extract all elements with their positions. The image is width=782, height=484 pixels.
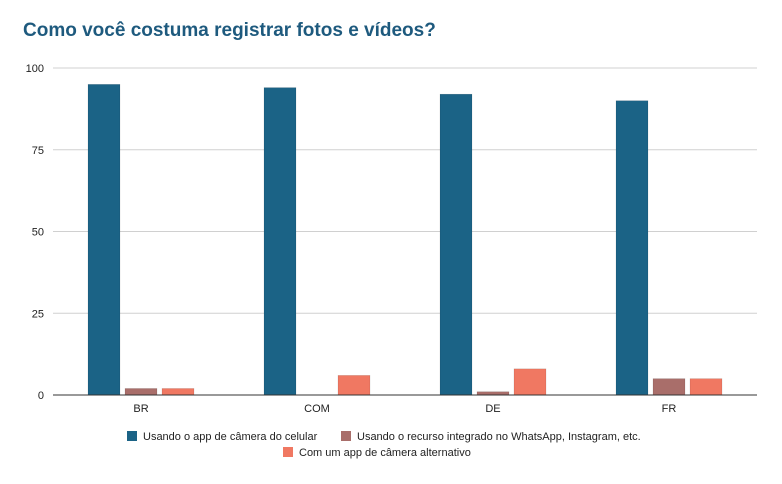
legend-swatch: [283, 447, 293, 457]
bar[interactable]: [689, 378, 723, 396]
x-tick-label: FR: [662, 403, 677, 415]
gridlines: [53, 67, 757, 314]
y-tick-label: 25: [32, 308, 44, 320]
legend-label: Usando o recurso integrado no WhatsApp, …: [357, 431, 641, 443]
y-tick-label: 50: [32, 227, 44, 239]
bar[interactable]: [87, 84, 121, 396]
chart-title: Como você costuma registrar fotos e víde…: [23, 20, 436, 41]
bar[interactable]: [513, 368, 547, 396]
x-tick-label: BR: [133, 403, 148, 415]
legend-swatch: [341, 431, 351, 441]
bar[interactable]: [124, 388, 158, 396]
legend: Usando o app de câmera do celular Usando …: [127, 431, 641, 459]
legend-swatch: [127, 431, 137, 441]
bar[interactable]: [439, 93, 473, 396]
bar[interactable]: [652, 378, 686, 396]
legend-item[interactable]: Usando o app de câmera do celular: [127, 431, 318, 443]
legend-label: Com um app de câmera alternativo: [299, 447, 471, 459]
legend-label: Usando o app de câmera do celular: [143, 431, 318, 443]
bars: [87, 84, 723, 396]
bar[interactable]: [161, 388, 195, 396]
x-axis: BR COM DE FR: [53, 394, 757, 415]
bar[interactable]: [337, 375, 371, 396]
bar[interactable]: [263, 87, 297, 396]
y-tick-label: 75: [32, 145, 44, 157]
y-tick-label: 0: [38, 390, 44, 402]
x-tick-label: DE: [485, 403, 500, 415]
bar[interactable]: [615, 100, 649, 396]
legend-item[interactable]: Com um app de câmera alternativo: [283, 447, 471, 459]
y-tick-label: 100: [26, 63, 44, 75]
legend-item[interactable]: Usando o recurso integrado no WhatsApp, …: [341, 431, 641, 443]
y-axis: 0 25 50 75 100: [26, 63, 44, 402]
x-tick-label: COM: [304, 403, 330, 415]
